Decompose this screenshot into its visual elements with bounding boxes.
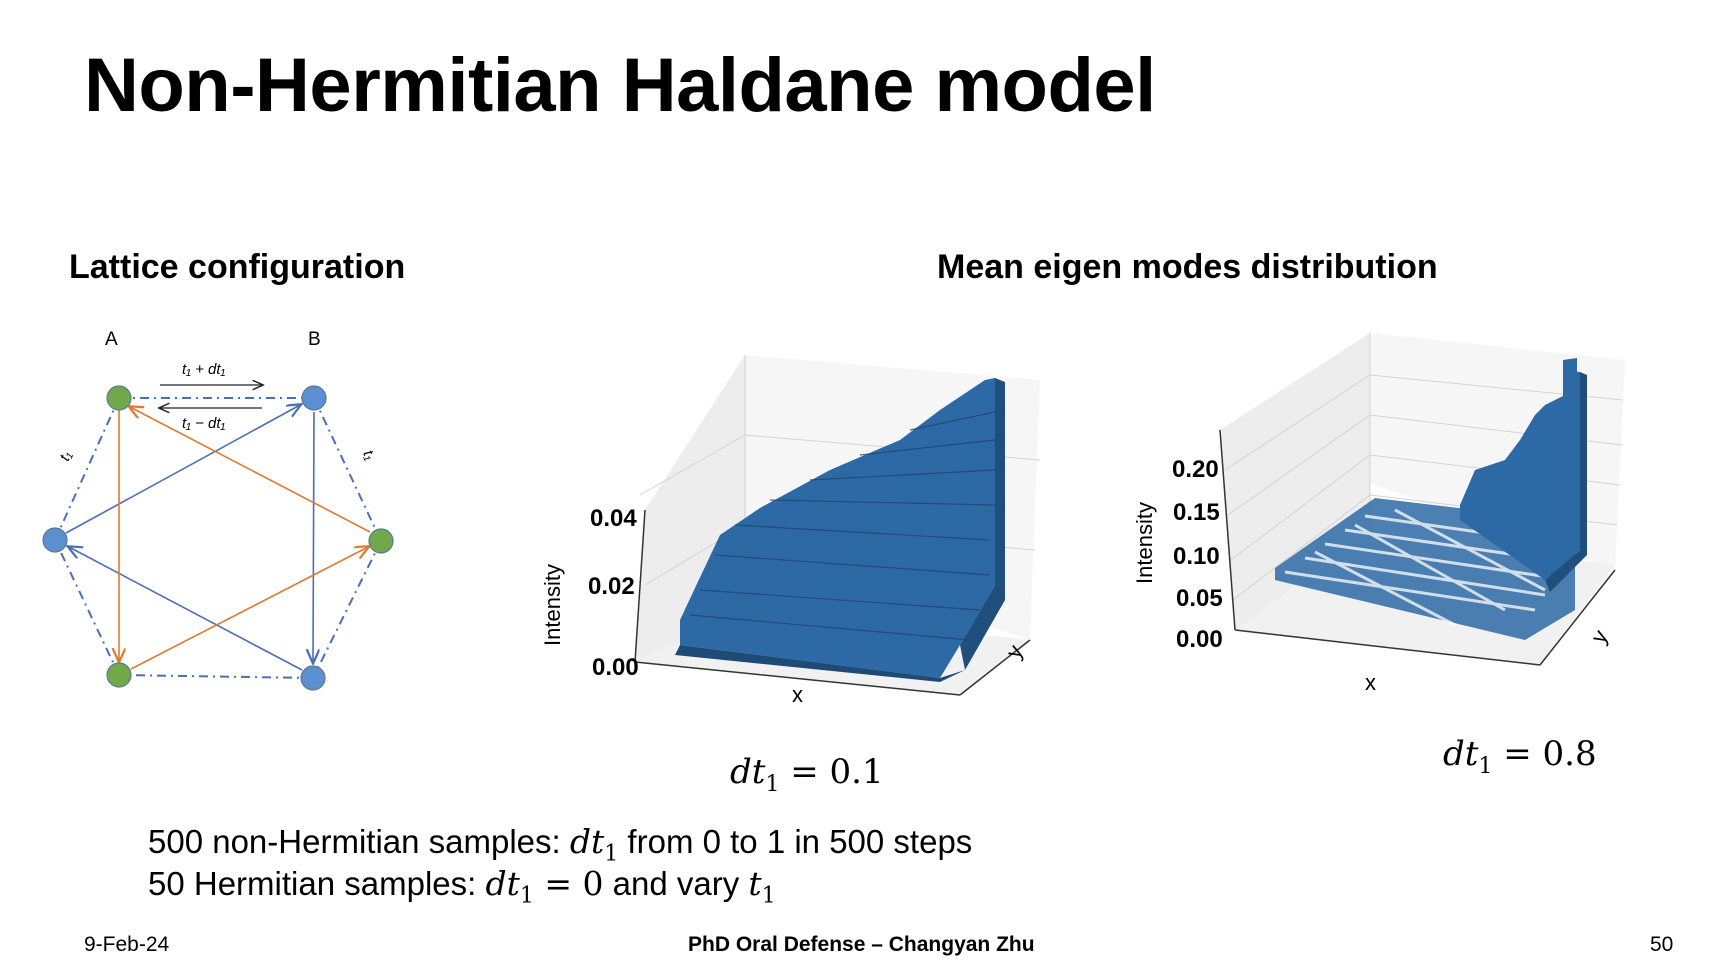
plot1-caption-sub: 1 — [765, 771, 780, 797]
node-b3 — [42, 527, 68, 553]
node-b1 — [301, 385, 327, 411]
blue-hopping-arrows — [66, 405, 314, 671]
note2-sub: 1 — [519, 883, 534, 909]
plot2-z-axis — [1219, 429, 1236, 631]
note1-text-post: from 0 to 1 in 500 steps — [618, 823, 973, 860]
plot2-bars — [1275, 358, 1587, 640]
plot1-x-label: x — [792, 682, 803, 707]
plot2-y-label: y — [1586, 625, 1613, 647]
footer-presenter: PhD Oral Defense – Changyan Zhu — [688, 933, 1035, 956]
plot2-tick-label: 0.15 — [1173, 499, 1220, 526]
plot2-x-label: x — [1365, 670, 1376, 695]
note1-var: dt — [569, 822, 605, 861]
note2-eq: = 0 — [533, 864, 604, 903]
lattice-heading: Lattice configuration — [69, 248, 406, 286]
note1-sub: 1 — [604, 841, 619, 867]
note2-var2: t — [748, 864, 762, 903]
slide-title: Non-Hermitian Haldane model — [84, 43, 1156, 128]
plot1-tick-label: 0.02 — [588, 573, 635, 600]
note-line-1: 500 non-Hermitian samples: dt1 from 0 to… — [148, 822, 972, 867]
plot1-tick-label: 0.04 — [590, 505, 637, 532]
node-b2 — [300, 665, 326, 691]
note2-var: dt — [485, 864, 520, 903]
note2-sub2: 1 — [761, 883, 776, 909]
distribution-heading: Mean eigen modes distribution — [937, 248, 1438, 286]
plot2-z-label: Intensity — [1132, 502, 1157, 584]
plot1-z-label: Intensity — [540, 564, 565, 646]
note1-text: 500 non-Hermitian samples: — [148, 823, 570, 860]
orange-hopping-arrows — [119, 407, 370, 670]
plot2-tick-label: 0.05 — [1176, 585, 1223, 612]
plot1-caption: dt1 = 0.1 — [730, 752, 884, 797]
note2-text-mid: and vary — [603, 865, 749, 902]
plot2-caption-var: dt — [1443, 734, 1479, 774]
plot1-z-axis — [634, 509, 646, 663]
node-a2 — [368, 528, 394, 554]
plot2-x-axis — [1234, 629, 1541, 666]
side-label-left: t₁ — [56, 448, 75, 463]
plot2-caption: dt1 = 0.8 — [1443, 734, 1597, 779]
hop-forward-label: t₁ + dt₁ — [182, 361, 226, 378]
label-a: A — [105, 329, 118, 350]
plot1-caption-var: dt — [730, 752, 766, 792]
plot2-caption-sub: 1 — [1478, 753, 1493, 779]
plot2-y-axis — [1539, 569, 1616, 666]
lattice-diagram: A B t₁ + dt₁ t₁ − dt₁ t₁ t₁ — [42, 329, 394, 691]
footer-page-number: 50 — [1650, 933, 1674, 956]
hop-backward-label: t₁ − dt₁ — [182, 415, 226, 432]
note2-text: 50 Hermitian samples: — [148, 865, 486, 902]
plot2-tick-label: 0.10 — [1173, 543, 1220, 570]
label-b: B — [308, 329, 321, 350]
plot1-x-axis — [634, 661, 961, 696]
plot-dt-0-8: 0.20 0.15 0.10 0.05 0.00 Intensity x y — [1132, 333, 1625, 695]
hexagon-edges — [54, 397, 382, 679]
note-line-2: 50 Hermitian samples: dt1 = 0 and vary t… — [148, 864, 776, 909]
plot2-caption-value: = 0.8 — [1492, 734, 1597, 774]
plot-dt-0-1: 0.04 0.02 0.00 Intensity x y — [540, 355, 1040, 707]
plot2-tick-label: 0.00 — [1176, 626, 1223, 653]
node-a3 — [106, 662, 132, 688]
plot1-tick-label: 0.00 — [592, 654, 639, 681]
node-a1 — [106, 385, 132, 411]
footer-date: 9-Feb-24 — [84, 933, 170, 956]
plot1-y-axis — [959, 639, 1031, 696]
plot1-caption-value: = 0.1 — [779, 752, 884, 792]
plot2-tick-label: 0.20 — [1172, 456, 1219, 483]
side-label-right: t₁ — [359, 448, 378, 463]
plot1-bars — [675, 378, 1005, 682]
